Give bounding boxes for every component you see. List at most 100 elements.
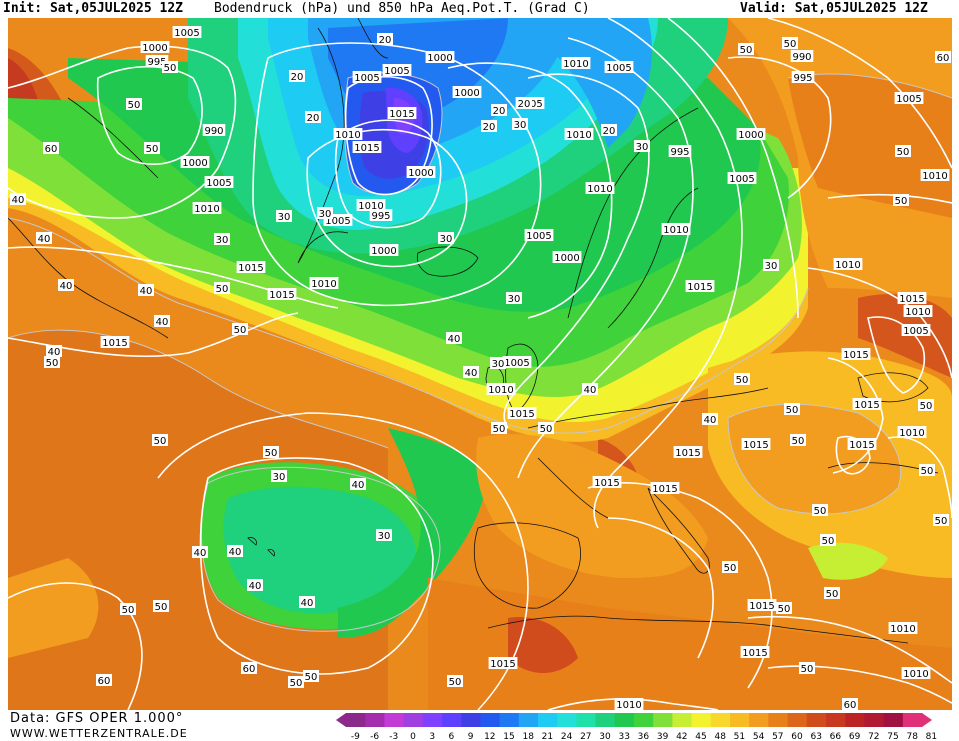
- thetae-label-text: 50: [164, 63, 177, 74]
- thetae-label-text: 60: [243, 664, 256, 675]
- thetae-label: 50: [933, 514, 949, 527]
- isobar-label-box: [668, 145, 692, 157]
- color-legend-tick: 69: [849, 732, 861, 741]
- isobar-label: 1005: [502, 356, 532, 369]
- isobar-label: 1015: [897, 292, 927, 305]
- isobar-label: 1015: [747, 599, 777, 612]
- thetae-label: 50: [784, 403, 800, 416]
- isobar-label-text: 1010: [899, 428, 924, 439]
- color-legend-tick: 36: [638, 732, 650, 741]
- isobar-label-text: 1005: [174, 28, 199, 39]
- isobar-label: 1015: [841, 348, 871, 361]
- thetae-label-box: [512, 118, 528, 130]
- isobar-label-box: [369, 209, 393, 221]
- isobar-label-text: 1010: [194, 204, 219, 215]
- isobar-label-box: [585, 182, 615, 194]
- thetae-label: 50: [491, 422, 507, 435]
- isobar-label-text: 1010: [903, 669, 928, 680]
- isobar-label: 1015: [236, 261, 266, 274]
- thetae-label-box: [463, 366, 479, 378]
- isobar-label-box: [736, 128, 766, 140]
- thetae-label-box: [241, 662, 257, 674]
- isobar-label: 1010: [333, 128, 363, 141]
- thetae-label: 50: [812, 504, 828, 517]
- isobar-label: 1010: [897, 426, 927, 439]
- thetae-label-text: 50: [921, 466, 934, 477]
- thetae-label-text: 50: [155, 602, 168, 613]
- thetae-label-box: [763, 259, 779, 271]
- isobar-label: 1005: [524, 229, 554, 242]
- color-legend-swatch: [538, 713, 558, 727]
- isobar-label-text: 1015: [675, 448, 700, 459]
- color-legend-swatch: [518, 713, 539, 727]
- thetae-label: 30: [506, 292, 522, 305]
- thetae-label-text: 50: [826, 589, 839, 600]
- thetae-label: 20: [601, 124, 617, 137]
- color-legend-tick: 63: [810, 732, 821, 741]
- isobar-label-text: 995: [371, 211, 390, 222]
- thetae-label: 50: [303, 670, 319, 683]
- thetae-label-text: 40: [465, 368, 478, 379]
- isobar-label-box: [661, 223, 691, 235]
- isobar-label: 990: [202, 124, 226, 137]
- color-legend-swatch: [883, 713, 904, 727]
- color-legend-swatch: [461, 713, 481, 727]
- isobar-label-text: 1015: [389, 109, 414, 120]
- thetae-label-text: 50: [216, 284, 229, 295]
- isobar-label: 995: [369, 209, 393, 222]
- color-legend-tick: 78: [906, 732, 918, 741]
- isobar-label-box: [841, 348, 871, 360]
- thetae-label-box: [491, 422, 507, 434]
- thetae-label-text: 30: [278, 212, 291, 223]
- isobar-label-box: [903, 305, 933, 317]
- thetae-label-box: [154, 315, 170, 327]
- thetae-label-text: 30: [378, 531, 391, 542]
- thetae-label-box: [10, 193, 26, 205]
- thetae-label: 50: [288, 676, 304, 689]
- thetae-label: 30: [512, 118, 528, 131]
- thetae-label-text: 50: [234, 325, 247, 336]
- thetae-label: 60: [43, 142, 59, 155]
- isobar-label-box: [552, 251, 582, 263]
- isobar-label-box: [852, 398, 882, 410]
- thetae-label: 50: [918, 399, 934, 412]
- thetae-label: 50: [734, 373, 750, 386]
- color-legend-tick: 51: [734, 732, 745, 741]
- isobar-label-box: [382, 64, 412, 76]
- thetae-label-box: [919, 464, 935, 476]
- thetae-label-box: [784, 403, 800, 415]
- thetae-label-box: [232, 323, 248, 335]
- thetae-label-box: [491, 104, 507, 116]
- isobar-label-box: [592, 476, 622, 488]
- weather-map: 1005100099599010001005101010151015101010…: [8, 18, 952, 710]
- thetae-label-text: 50: [736, 375, 749, 386]
- thetae-label-text: 50: [822, 536, 835, 547]
- thetae-label-box: [44, 356, 60, 368]
- thetae-label-text: 50: [920, 401, 933, 412]
- isobar-label-text: 1005: [729, 174, 754, 185]
- isobar-label-text: 1015: [594, 478, 619, 489]
- isobar-label-box: [204, 176, 234, 188]
- isobar-label-box: [387, 107, 417, 119]
- thetae-label-text: 50: [540, 424, 553, 435]
- isobar-label-text: 995: [793, 73, 812, 84]
- isobar-label-text: 1005: [206, 178, 231, 189]
- isobar-label: 1015: [488, 657, 518, 670]
- isobar-label-text: 1015: [742, 648, 767, 659]
- color-legend-tick: 45: [695, 732, 706, 741]
- isobar-label: 1010: [833, 258, 863, 271]
- thetae-label-text: 50: [897, 147, 910, 158]
- color-legend-tick: 57: [772, 732, 783, 741]
- thetae-label-text: 30: [216, 235, 229, 246]
- isobar-label-text: 990: [792, 52, 811, 63]
- color-legend-tick: 60: [791, 732, 803, 741]
- isobar-label-text: 1015: [843, 350, 868, 361]
- thetae-label: 50: [538, 422, 554, 435]
- isobar-label-box: [561, 57, 591, 69]
- color-legend-swatch: [864, 713, 885, 727]
- thetae-label: 50: [126, 98, 142, 111]
- color-legend-swatch: [346, 713, 366, 727]
- thetae-label-text: 50: [128, 100, 141, 111]
- color-legend-swatch: [365, 713, 385, 727]
- thetae-label-box: [247, 579, 263, 591]
